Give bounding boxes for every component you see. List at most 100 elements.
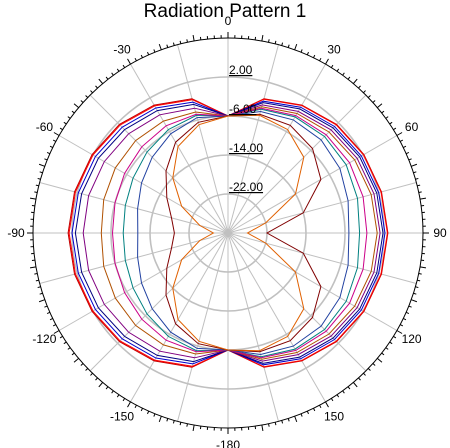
angle-tick-label: -60 (36, 120, 54, 134)
angle-tick-label: 90 (433, 226, 447, 240)
minor-tick (39, 171, 43, 174)
major-tick (261, 424, 264, 432)
angle-tick-label: -90 (7, 226, 25, 240)
major-tick (73, 103, 79, 109)
radial-gridline (227, 182, 417, 234)
major-tick (419, 197, 427, 200)
minor-tick (372, 100, 376, 103)
minor-tick (413, 171, 417, 174)
minor-tick (67, 347, 71, 350)
minor-tick (385, 116, 389, 119)
major-tick (261, 34, 264, 42)
minor-tick (389, 341, 393, 345)
radial-tick-label: -6.00 (229, 102, 257, 116)
minor-tick (153, 49, 156, 53)
angle-tick-label: -30 (113, 42, 131, 56)
minor-tick (111, 390, 114, 394)
angle-tick-label: -180 (216, 438, 240, 448)
minor-tick (313, 408, 316, 412)
minor-tick (46, 152, 51, 155)
minor-tick (116, 68, 120, 72)
major-tick (325, 58, 329, 65)
minor-tick (281, 420, 284, 424)
minor-tick (35, 279, 39, 282)
major-tick (411, 299, 418, 303)
radial-tick-label: -14.00 (229, 141, 263, 155)
series-line-11 (172, 114, 305, 352)
major-tick (192, 34, 195, 42)
minor-tick (166, 44, 169, 48)
minor-tick (403, 318, 407, 321)
minor-tick (342, 390, 345, 394)
major-tick (396, 132, 403, 136)
minor-tick (179, 40, 182, 44)
minor-tick (385, 347, 389, 350)
minor-tick (367, 368, 371, 371)
radial-gridline (130, 232, 229, 403)
minor-tick (71, 110, 75, 114)
minor-tick (59, 127, 63, 131)
minor-tick (49, 145, 53, 148)
minor-tick (330, 64, 334, 68)
ring-gridline (149, 154, 307, 312)
minor-tick (408, 158, 412, 161)
minor-tick (367, 95, 371, 98)
radial-gridline (39, 182, 229, 234)
minor-tick (37, 177, 41, 180)
radial-tick-label: 2.00 (229, 63, 253, 77)
minor-tick (122, 64, 126, 68)
minor-tick (347, 76, 351, 80)
minor-tick (34, 191, 38, 193)
radial-gridline (227, 232, 326, 403)
minor-tick (393, 335, 397, 339)
minor-tick (90, 372, 93, 376)
minor-tick (415, 286, 419, 289)
minor-tick (363, 372, 366, 376)
minor-tick (46, 311, 51, 314)
minor-tick (281, 42, 284, 46)
minor-tick (37, 286, 41, 289)
angle-tick-label: -150 (110, 410, 134, 424)
minor-tick (306, 410, 309, 415)
minor-tick (413, 292, 417, 295)
major-tick (127, 401, 131, 408)
radial-gridline (227, 232, 398, 331)
minor-tick (52, 324, 57, 327)
label-group: 0 30 60 90 120 150 -180 -150 -120 -90 -60 -30 2.00 -6… (7, 14, 447, 448)
radial-gridline (177, 44, 229, 234)
major-tick (325, 401, 329, 408)
major-tick (38, 299, 45, 303)
angle-tick-label: 0 (225, 14, 232, 28)
minor-tick (363, 90, 366, 94)
minor-tick (172, 420, 175, 424)
major-tick (377, 103, 383, 109)
minor-tick (49, 318, 53, 321)
minor-tick (274, 422, 277, 426)
minor-tick (381, 110, 385, 114)
minor-tick (105, 76, 109, 80)
minor-tick (342, 72, 345, 76)
minor-tick (80, 100, 84, 103)
minor-tick (59, 335, 63, 339)
minor-tick (105, 386, 109, 390)
major-tick (352, 382, 358, 388)
major-tick (411, 163, 418, 167)
minor-tick (186, 423, 188, 427)
major-tick (377, 357, 383, 363)
angle-tick-label: 120 (402, 332, 422, 346)
minor-tick (319, 404, 322, 409)
major-tick (73, 357, 79, 363)
minor-tick (90, 90, 93, 94)
minor-tick (417, 279, 421, 282)
radial-gridline (227, 232, 279, 422)
minor-tick (300, 413, 303, 417)
radial-gridline (227, 44, 279, 234)
minor-tick (140, 408, 143, 412)
major-tick (98, 78, 104, 84)
minor-tick (35, 184, 39, 187)
minor-tick (111, 72, 114, 76)
major-tick (396, 330, 403, 334)
major-tick (294, 43, 298, 50)
minor-tick (408, 305, 412, 308)
